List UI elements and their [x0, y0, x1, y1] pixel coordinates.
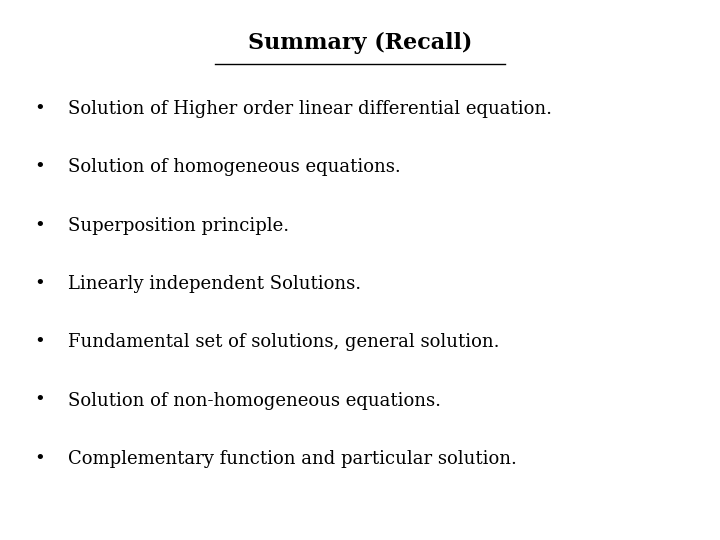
Text: •: •	[35, 158, 45, 176]
Text: Solution of non-homogeneous equations.: Solution of non-homogeneous equations.	[68, 392, 441, 409]
Text: Solution of homogeneous equations.: Solution of homogeneous equations.	[68, 158, 401, 176]
Text: Superposition principle.: Superposition principle.	[68, 217, 289, 234]
Text: Linearly independent Solutions.: Linearly independent Solutions.	[68, 275, 361, 293]
Text: •: •	[35, 450, 45, 468]
Text: Complementary function and particular solution.: Complementary function and particular so…	[68, 450, 517, 468]
Text: •: •	[35, 275, 45, 293]
Text: •: •	[35, 217, 45, 234]
Text: •: •	[35, 100, 45, 118]
Text: Solution of Higher order linear differential equation.: Solution of Higher order linear differen…	[68, 100, 552, 118]
Text: •: •	[35, 333, 45, 351]
Text: Summary (Recall): Summary (Recall)	[248, 32, 472, 55]
Text: •: •	[35, 392, 45, 409]
Text: Fundamental set of solutions, general solution.: Fundamental set of solutions, general so…	[68, 333, 500, 351]
